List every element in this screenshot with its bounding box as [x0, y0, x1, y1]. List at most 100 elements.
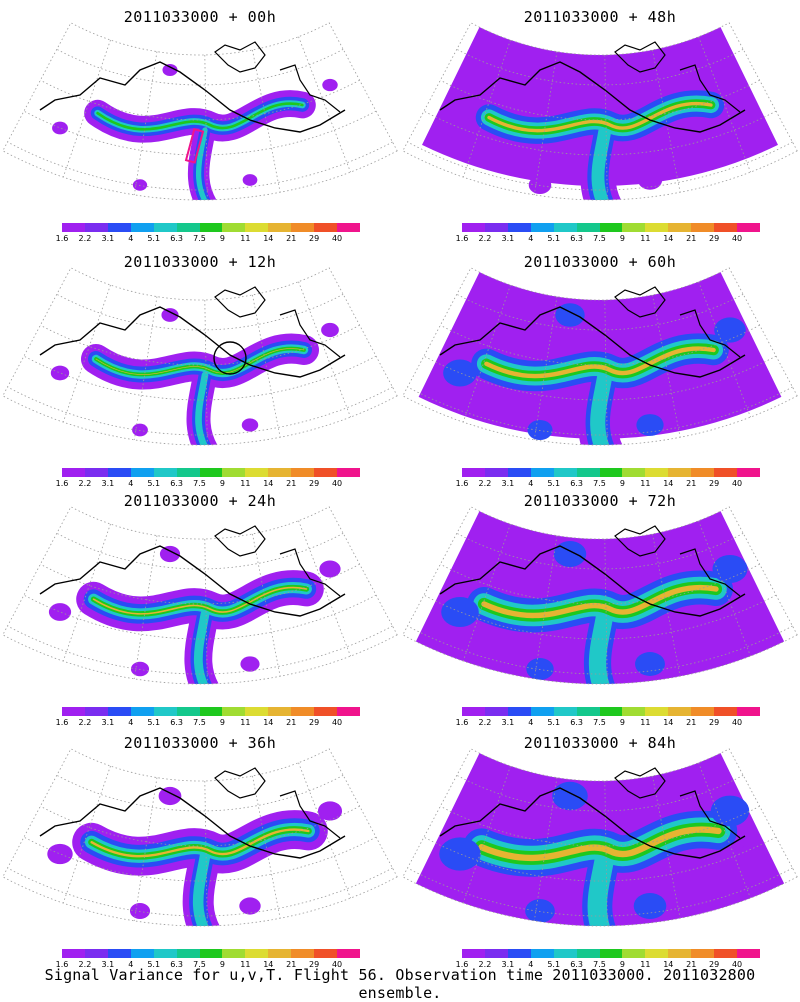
colorbar-swatch — [291, 468, 315, 477]
colorbar-label: 7.5 — [193, 960, 206, 969]
colorbar-swatch — [176, 707, 200, 716]
colorbar-label: 4 — [528, 960, 534, 969]
colorbar-swatch — [737, 223, 760, 232]
longitude-line — [252, 49, 281, 193]
colorbar-label: 14 — [263, 960, 274, 969]
colorbar-swatch — [62, 949, 85, 958]
colorbar-swatch — [245, 949, 269, 958]
colorbar-swatch — [553, 468, 577, 477]
variance-blob — [712, 554, 748, 584]
colorbar-swatch — [314, 949, 338, 958]
colorbar-label: 11 — [240, 479, 251, 488]
latitude-line — [56, 774, 344, 812]
colorbar-swatch — [530, 949, 554, 958]
variance-blob — [239, 897, 261, 915]
map-boundary — [402, 22, 798, 201]
colorbar-label: 3.1 — [501, 960, 515, 969]
map-plot — [2, 506, 398, 685]
colorbar-label: 9 — [219, 479, 225, 488]
colorbar-swatch — [714, 707, 738, 716]
variance-contour — [193, 609, 217, 684]
variance-blob — [633, 892, 667, 920]
variance-blob — [158, 786, 182, 806]
variance-blob — [526, 658, 554, 680]
colorbar-label: 14 — [263, 479, 274, 488]
colorbar-label: 6.3 — [170, 234, 183, 243]
colorbar-swatch — [737, 949, 760, 958]
variance-blob — [322, 78, 338, 92]
map-panel: 2011033000 + 00h 1.6 2.2 3.1 4 5.1 6.3 7.5 9 11 1… — [0, 0, 400, 243]
variance-contour — [590, 367, 616, 445]
colorbar-swatch — [199, 707, 223, 716]
coastline — [614, 525, 666, 557]
colorbar-label: 40 — [731, 960, 743, 969]
colorbar-swatch — [530, 468, 554, 477]
colorbar-label: 40 — [331, 718, 343, 727]
variance-contour — [92, 586, 308, 615]
colorbar-label: 7.5 — [193, 718, 206, 727]
colorbar-label: 5.1 — [547, 960, 561, 969]
panel-title: 2011033000 + 84h — [523, 734, 677, 752]
colorbar-swatch — [599, 949, 623, 958]
colorbar-label: 6.3 — [570, 960, 583, 969]
map-panel: 2011033000 + 24h 1.6 2.2 3.1 4 5.1 6.3 7.5 9 11 1… — [0, 484, 400, 727]
colorbar-label: 6.3 — [170, 960, 183, 969]
colorbar-swatch — [245, 707, 269, 716]
figure-caption: Signal Variance for u,v,T. Flight 56. Ob… — [44, 966, 756, 1002]
colorbar-label: 40 — [331, 960, 343, 969]
colorbar-swatch — [153, 949, 177, 958]
latitude-line — [407, 867, 793, 917]
latitude-line — [40, 79, 360, 121]
colorbar: 1.6 2.2 3.1 4 5.1 6.3 7.5 9 11 14 21 29 40 — [56, 949, 362, 977]
colorbar-swatch — [291, 949, 315, 958]
colorbar-swatch — [714, 223, 738, 232]
variance-contour — [588, 605, 616, 684]
colorbar-label: 29 — [309, 234, 320, 243]
colorbar-swatch — [691, 468, 715, 477]
colorbar-swatch — [84, 468, 108, 477]
colorbar-label: 3.1 — [101, 234, 115, 243]
colorbar-label: 2.2 — [478, 234, 492, 243]
variance-contour — [487, 101, 713, 133]
colorbar-swatch — [599, 223, 623, 232]
colorbar-label: 29 — [709, 479, 720, 488]
colorbar-label: 11 — [640, 234, 651, 243]
colorbar-label: 11 — [640, 960, 651, 969]
colorbar-label: 5.1 — [147, 234, 161, 243]
map-plot — [402, 22, 798, 201]
colorbar-swatch — [576, 949, 600, 958]
colorbar-label: 3.1 — [501, 718, 515, 727]
map-boundary — [2, 748, 398, 927]
colorbar-label: 1.6 — [455, 718, 469, 727]
latitude-line — [456, 774, 744, 812]
colorbar-swatch — [622, 949, 646, 958]
latitude-line — [440, 79, 760, 121]
variance-blob — [240, 656, 260, 672]
coastline — [439, 61, 746, 133]
variance-contour — [96, 102, 304, 131]
variance-blob — [525, 899, 555, 923]
colorbar-swatch — [668, 949, 692, 958]
colorbar-label: 5.1 — [547, 718, 561, 727]
coastline — [679, 64, 741, 113]
variance-blob — [321, 322, 339, 338]
map-plot — [402, 506, 798, 685]
map-boundary — [402, 267, 798, 446]
longitude-line — [62, 765, 111, 904]
longitude-line — [652, 49, 681, 193]
variance-blob — [553, 541, 587, 567]
colorbar-swatch — [737, 468, 760, 477]
latitude-line — [40, 805, 360, 847]
colorbar-swatch — [130, 949, 154, 958]
variance-blob — [527, 419, 553, 441]
longitude-line — [462, 39, 511, 178]
colorbar-label: 21 — [286, 718, 297, 727]
longitude-line — [204, 538, 208, 684]
colorbar-swatch — [268, 223, 292, 232]
colorbar-swatch — [714, 949, 738, 958]
longitude-line — [298, 520, 351, 657]
colorbar-label: 4 — [128, 960, 134, 969]
colorbar-label: 5.1 — [147, 479, 161, 488]
longitude-line — [204, 54, 208, 200]
colorbar-swatch — [107, 707, 131, 716]
